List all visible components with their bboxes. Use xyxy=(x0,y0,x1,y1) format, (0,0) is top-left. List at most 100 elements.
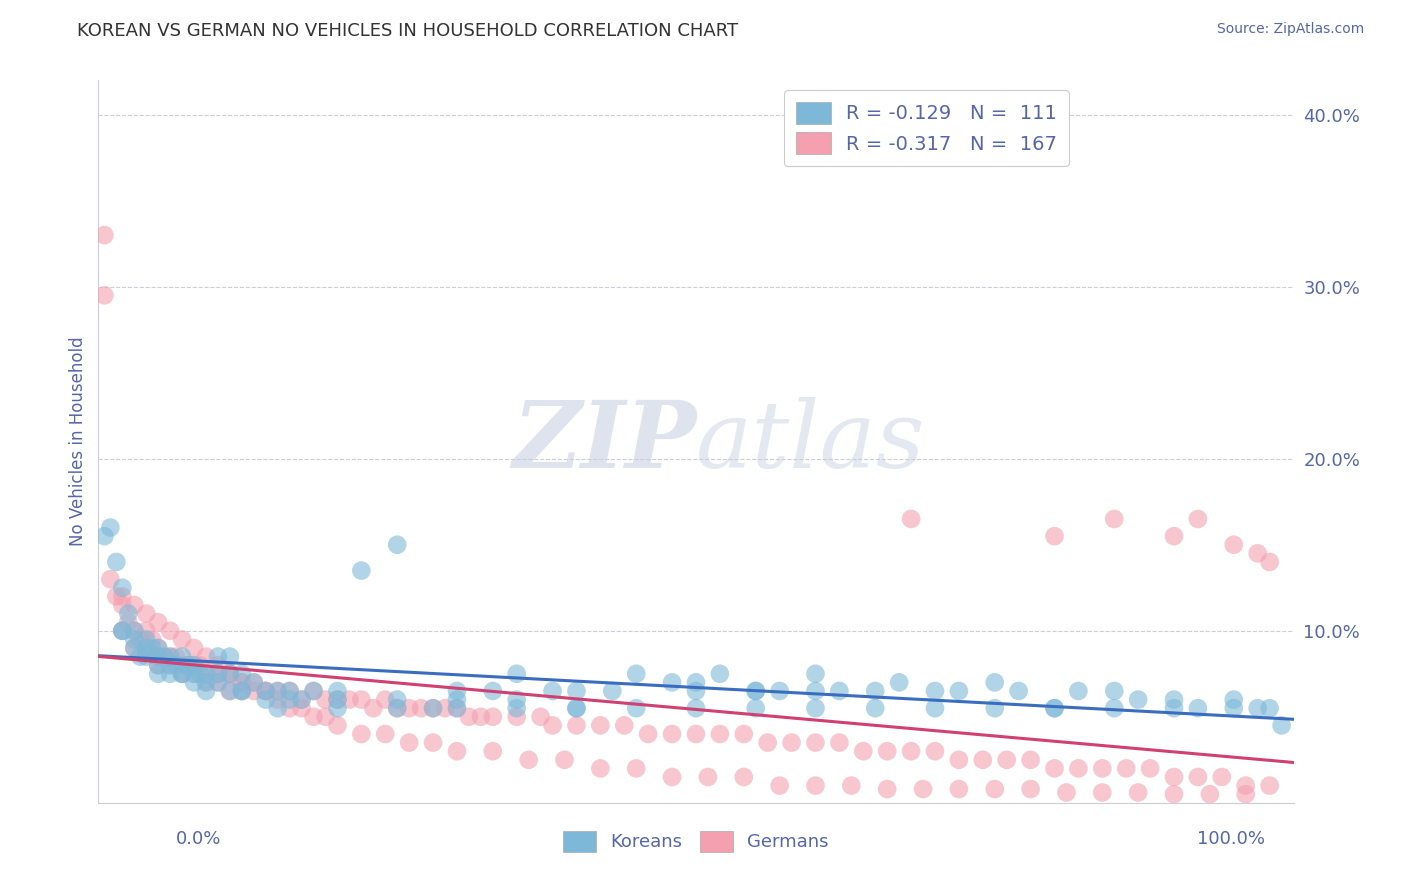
Point xyxy=(207,666,229,681)
Point xyxy=(124,598,146,612)
Point xyxy=(111,624,134,638)
Point xyxy=(278,692,301,706)
Point xyxy=(195,675,218,690)
Point xyxy=(350,727,373,741)
Point xyxy=(900,744,922,758)
Point xyxy=(565,718,588,732)
Point xyxy=(434,701,457,715)
Point xyxy=(1187,701,1209,715)
Point xyxy=(172,632,194,647)
Point xyxy=(385,538,409,552)
Point xyxy=(278,684,301,698)
Point xyxy=(1247,701,1270,715)
Point xyxy=(267,684,290,698)
Point xyxy=(768,684,790,698)
Point xyxy=(267,701,290,715)
Point xyxy=(207,675,229,690)
Point xyxy=(159,658,181,673)
Point xyxy=(995,753,1018,767)
Point xyxy=(117,607,139,621)
Text: atlas: atlas xyxy=(696,397,925,486)
Point xyxy=(195,649,218,664)
Point xyxy=(661,770,683,784)
Point xyxy=(1223,538,1246,552)
Point xyxy=(1163,770,1185,784)
Point xyxy=(159,624,181,638)
Point xyxy=(804,684,827,698)
Point xyxy=(685,684,707,698)
Point xyxy=(195,684,218,698)
Point xyxy=(733,727,755,741)
Point xyxy=(828,684,851,698)
Point xyxy=(385,701,409,715)
Point xyxy=(124,624,146,638)
Point xyxy=(1223,701,1246,715)
Text: 100.0%: 100.0% xyxy=(1198,830,1265,847)
Point xyxy=(1187,770,1209,784)
Point xyxy=(709,666,731,681)
Text: KOREAN VS GERMAN NO VEHICLES IN HOUSEHOLD CORRELATION CHART: KOREAN VS GERMAN NO VEHICLES IN HOUSEHOL… xyxy=(77,22,738,40)
Point xyxy=(98,520,122,534)
Point xyxy=(1199,787,1222,801)
Legend: Koreans, Germans: Koreans, Germans xyxy=(555,823,837,859)
Point xyxy=(661,675,683,690)
Point xyxy=(183,666,205,681)
Point xyxy=(745,701,768,715)
Point xyxy=(852,744,875,758)
Point xyxy=(148,658,170,673)
Point xyxy=(1211,770,1233,784)
Point xyxy=(153,649,176,664)
Text: ZIP: ZIP xyxy=(512,397,696,486)
Point xyxy=(183,666,205,681)
Point xyxy=(254,684,277,698)
Point xyxy=(188,666,211,681)
Point xyxy=(565,701,588,715)
Point xyxy=(1187,512,1209,526)
Point xyxy=(685,701,707,715)
Point xyxy=(1234,779,1257,793)
Point xyxy=(153,649,176,664)
Point xyxy=(1163,787,1185,801)
Point xyxy=(326,684,349,698)
Point xyxy=(291,692,314,706)
Point xyxy=(1139,761,1161,775)
Point xyxy=(1019,753,1042,767)
Point xyxy=(302,684,325,698)
Point xyxy=(745,684,768,698)
Point xyxy=(148,649,170,664)
Point xyxy=(1067,761,1090,775)
Point xyxy=(685,675,707,690)
Point xyxy=(111,590,134,604)
Point xyxy=(231,675,253,690)
Point xyxy=(972,753,994,767)
Point xyxy=(165,658,187,673)
Point xyxy=(1043,701,1066,715)
Point xyxy=(876,744,898,758)
Point xyxy=(93,228,115,243)
Point xyxy=(315,710,337,724)
Point xyxy=(422,735,444,749)
Point xyxy=(267,692,290,706)
Point xyxy=(506,666,529,681)
Point xyxy=(135,607,157,621)
Point xyxy=(481,684,505,698)
Point xyxy=(1258,779,1281,793)
Point xyxy=(291,701,314,715)
Point xyxy=(984,701,1007,715)
Point xyxy=(626,761,648,775)
Point xyxy=(768,779,790,793)
Point xyxy=(93,529,115,543)
Point xyxy=(1067,684,1090,698)
Point xyxy=(207,649,229,664)
Point xyxy=(111,581,134,595)
Point xyxy=(219,649,242,664)
Point xyxy=(470,710,492,724)
Point xyxy=(243,675,266,690)
Point xyxy=(506,692,529,706)
Point xyxy=(111,624,134,638)
Point xyxy=(613,718,636,732)
Point xyxy=(219,684,242,698)
Point xyxy=(124,632,146,647)
Y-axis label: No Vehicles in Household: No Vehicles in Household xyxy=(69,336,87,547)
Point xyxy=(661,727,683,741)
